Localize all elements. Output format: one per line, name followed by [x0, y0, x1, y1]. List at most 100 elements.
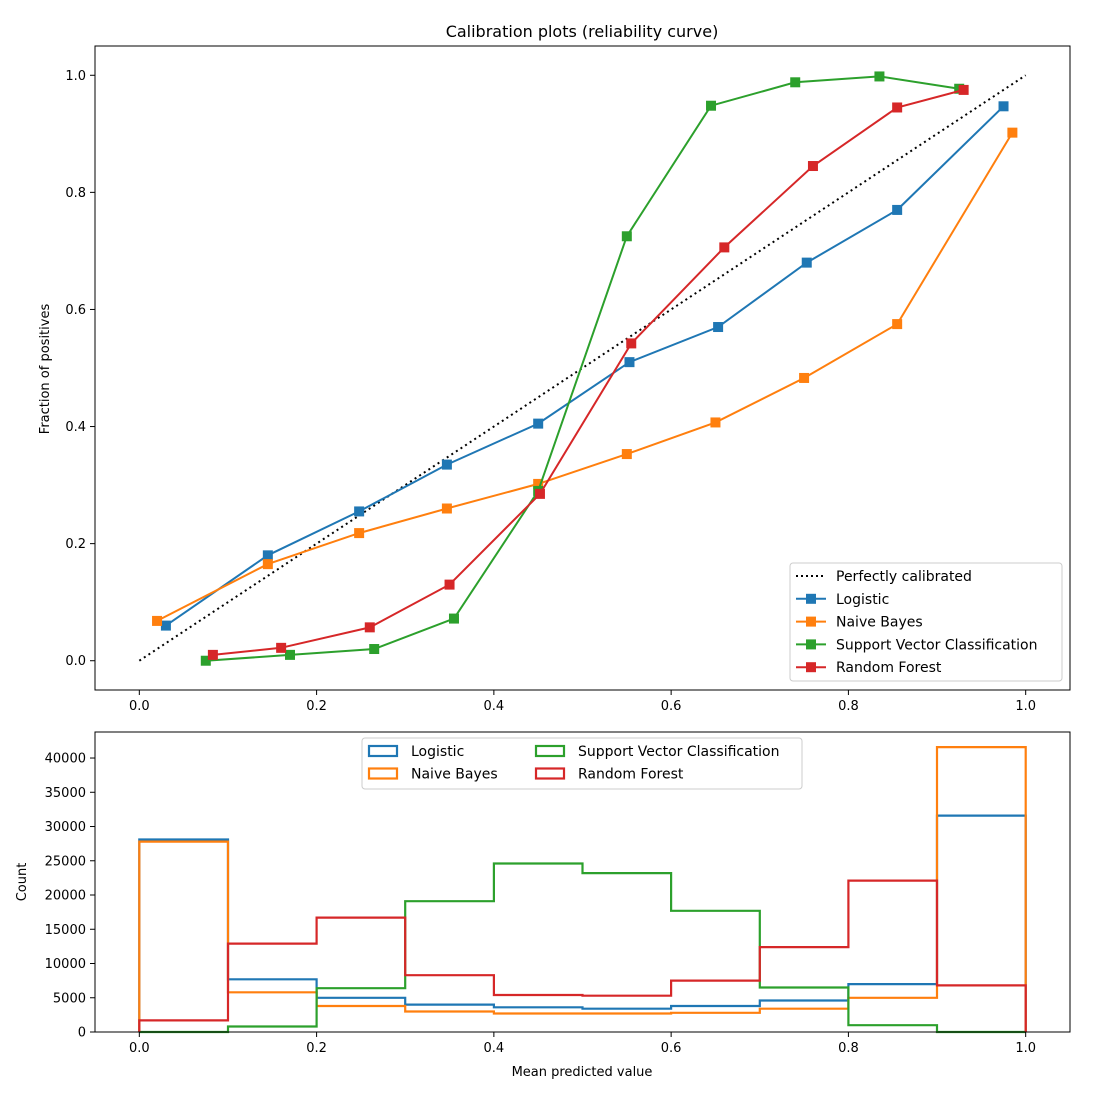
- data-point-support-vector-classification: [706, 100, 717, 111]
- legend-label: Perfectly calibrated: [836, 569, 972, 585]
- x-tick-label: 0.0: [129, 1041, 150, 1056]
- data-point-random-forest: [364, 622, 375, 633]
- calibration-panel: Calibration plots (reliability curve) Fr…: [38, 22, 1071, 714]
- y-tick-label: 0.6: [65, 303, 86, 318]
- y-tick-label: 40000: [45, 752, 86, 767]
- data-point-logistic: [354, 506, 365, 517]
- histogram-y-ticks: 0 5000 10000 15000 20000 25000 30000 35000 40000: [45, 752, 95, 1041]
- y-tick-label: 25000: [45, 854, 86, 869]
- series-line-support-vector-classification: [205, 75, 960, 662]
- series-random-forest: [207, 84, 969, 660]
- histogram-x-axis-label: Mean predicted value: [512, 1065, 653, 1080]
- data-point-support-vector-classification: [621, 231, 632, 242]
- data-point-random-forest: [958, 84, 969, 95]
- series-line-logistic: [165, 105, 1005, 627]
- x-tick-label: 0.6: [661, 699, 682, 714]
- data-point-naive-bayes: [262, 559, 273, 570]
- histogram-axes-frame: [94, 731, 1071, 1033]
- histogram-panel: Count Mean predicted value 0.0 0.2 0.4 0.6 0…: [15, 731, 1071, 1080]
- legend-entry-random-forest: Random Forest: [534, 767, 684, 783]
- data-point-support-vector-classification: [874, 71, 885, 82]
- legend-entry-logistic: Logistic: [367, 744, 464, 760]
- y-tick-label: 0.4: [65, 420, 86, 435]
- histogram-step-support-vector-classification: [139, 862, 1026, 1034]
- x-tick-label: 0.6: [661, 1041, 682, 1056]
- data-point-logistic: [801, 257, 812, 268]
- data-point-random-forest: [207, 649, 218, 660]
- x-tick-label: 1.0: [1015, 1041, 1036, 1056]
- histogram-step-naive-bayes: [138, 746, 1027, 1032]
- legend-label: Random Forest: [836, 660, 942, 676]
- y-tick-label: 0.0: [65, 654, 86, 669]
- histogram-series: [138, 746, 1027, 1034]
- data-point-naive-bayes: [799, 372, 810, 383]
- y-tick-label: 15000: [45, 923, 86, 938]
- y-tick-label: 30000: [45, 820, 86, 835]
- data-point-random-forest: [892, 102, 903, 113]
- legend-entry-naive-bayes: Naive Bayes: [796, 615, 923, 631]
- perfectly-calibrated-line: [138, 74, 1027, 662]
- legend-swatch: [534, 744, 566, 758]
- histogram-legend: Logistic Naive Bayes Support Vector Classi…: [361, 737, 803, 790]
- y-tick-label: 0.8: [65, 186, 86, 201]
- legend-swatch: [367, 767, 399, 780]
- y-tick-label: 0: [78, 1026, 86, 1041]
- series-logistic: [160, 101, 1009, 631]
- calibration-y-ticks: 0.0 0.2 0.4 0.6 0.8 1.0: [65, 69, 95, 669]
- y-tick-label: 5000: [53, 991, 86, 1006]
- histogram-y-axis-label: Count: [15, 863, 30, 902]
- legend-label: Support Vector Classification: [836, 637, 1038, 653]
- data-point-naive-bayes: [710, 417, 721, 428]
- data-point-naive-bayes: [152, 615, 163, 626]
- data-point-random-forest: [807, 161, 818, 172]
- legend-entry-logistic: Logistic: [796, 592, 889, 608]
- histogram-step-random-forest: [138, 879, 1027, 1032]
- data-point-naive-bayes: [1007, 127, 1018, 138]
- data-point-logistic: [998, 101, 1009, 112]
- data-point-random-forest: [276, 642, 287, 653]
- legend-marker: [806, 616, 816, 627]
- legend-marker: [806, 593, 816, 604]
- x-tick-label: 0.4: [484, 699, 505, 714]
- x-tick-label: 1.0: [1015, 699, 1036, 714]
- legend-entry-support-vector-classification: Support Vector Classification: [534, 744, 780, 760]
- data-point-naive-bayes: [441, 503, 452, 514]
- legend-label: Naive Bayes: [836, 615, 923, 631]
- data-point-support-vector-classification: [285, 649, 295, 660]
- legend-entry-perfectly-calibrated: Perfectly calibrated: [796, 569, 972, 585]
- histogram-step-logistic: [138, 814, 1027, 1032]
- calibration-series: [152, 71, 1018, 666]
- x-tick-label: 0.8: [838, 699, 859, 714]
- data-point-random-forest: [626, 338, 637, 349]
- series-line-naive-bayes: [156, 132, 1014, 622]
- legend-marker: [806, 662, 816, 673]
- perfectly-calibrated-diagonal: [138, 74, 1027, 662]
- data-point-naive-bayes: [892, 319, 903, 330]
- data-point-naive-bayes: [621, 449, 632, 460]
- legend-swatch: [534, 767, 566, 780]
- y-tick-label: 35000: [45, 786, 86, 801]
- series-line-random-forest: [212, 88, 964, 656]
- legend-label: Logistic: [411, 744, 464, 760]
- series-naive-bayes: [152, 127, 1018, 626]
- data-point-logistic: [441, 459, 452, 470]
- data-point-logistic: [533, 418, 544, 429]
- calibration-axes-frame: [94, 45, 1071, 691]
- y-tick-label: 10000: [45, 957, 86, 972]
- legend-box: [361, 737, 803, 790]
- data-point-logistic: [892, 204, 903, 215]
- data-point-naive-bayes: [354, 528, 365, 539]
- data-point-support-vector-classification: [790, 77, 801, 88]
- data-point-support-vector-classification: [200, 655, 211, 666]
- data-point-logistic: [624, 357, 635, 368]
- calibration-y-axis-label: Fraction of positives: [38, 304, 53, 435]
- calibration-title: Calibration plots (reliability curve): [446, 22, 719, 41]
- data-point-naive-bayes: [533, 478, 544, 489]
- calibration-x-ticks: 0.0 0.2 0.4 0.6 0.8 1.0: [129, 690, 1036, 714]
- y-tick-label: 20000: [45, 889, 86, 904]
- histogram-x-ticks: 0.0 0.2 0.4 0.6 0.8 1.0: [129, 1032, 1036, 1056]
- legend-label: Naive Bayes: [411, 767, 498, 783]
- legend-label: Support Vector Classification: [578, 744, 780, 760]
